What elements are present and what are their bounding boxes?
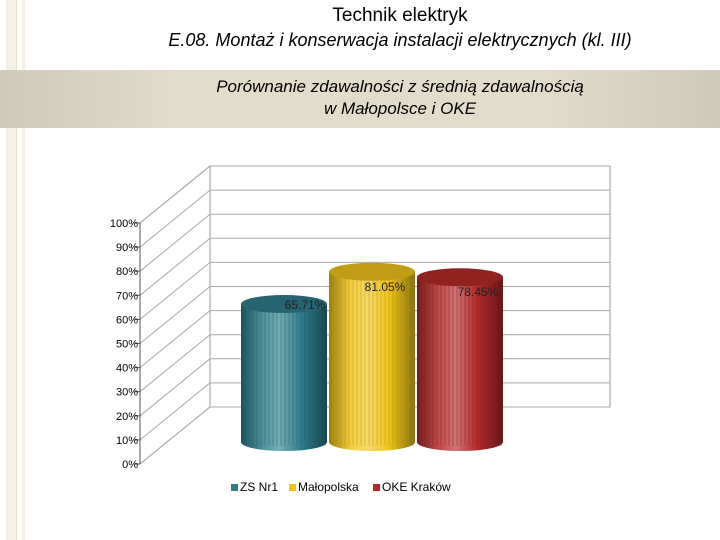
y-tick-label: 90% bbox=[116, 242, 138, 254]
y-tick-label: 50% bbox=[116, 339, 138, 351]
bar-top bbox=[417, 268, 503, 287]
chart-title-line-2: w Małopolsce i OKE bbox=[323, 99, 477, 118]
y-tick-label: 30% bbox=[116, 387, 138, 399]
gridline bbox=[139, 165, 610, 224]
gridline bbox=[139, 261, 610, 320]
data-label: 65.71% bbox=[285, 298, 326, 312]
decorative-left-line bbox=[22, 0, 25, 540]
legend-swatch bbox=[373, 484, 380, 491]
bar-top bbox=[329, 262, 415, 281]
slide-header: Technik elektryk E.08. Montaż i konserwa… bbox=[0, 4, 720, 52]
y-tick-label: 100% bbox=[110, 218, 138, 230]
bar-2: 81.05% bbox=[329, 262, 415, 451]
gridline bbox=[139, 213, 610, 272]
y-tick-label: 60% bbox=[116, 314, 138, 326]
y-tick-label: 80% bbox=[116, 266, 138, 278]
legend-label: OKE Kraków bbox=[382, 480, 451, 494]
slide-title: Technik elektryk bbox=[332, 5, 468, 26]
bar-body bbox=[241, 304, 327, 451]
y-tick-label: 20% bbox=[116, 411, 138, 423]
gridline bbox=[139, 189, 610, 248]
decorative-left-stripe bbox=[6, 0, 17, 540]
bar-body bbox=[417, 277, 503, 451]
legend-label: ZS Nr1 bbox=[240, 480, 278, 494]
legend-label: Małopolska bbox=[298, 480, 359, 494]
bar-1: 65.71% bbox=[241, 295, 327, 451]
data-label: 81.05% bbox=[365, 280, 406, 294]
y-tick-label: 70% bbox=[116, 290, 138, 302]
chart-title-band: Porównanie zdawalności z średnią zdawaln… bbox=[0, 70, 720, 128]
slide-subtitle: E.08. Montaż i konserwacja instalacji el… bbox=[168, 30, 632, 50]
gridline bbox=[139, 237, 610, 296]
y-tick-label: 40% bbox=[116, 363, 138, 375]
bar-top bbox=[241, 295, 327, 314]
chart-title-line-1: Porównanie zdawalności z średnią zdawaln… bbox=[216, 77, 584, 96]
legend-swatch bbox=[231, 484, 238, 491]
legend-swatch bbox=[289, 484, 296, 491]
bar-3: 78.45% bbox=[417, 268, 503, 451]
bar-body bbox=[329, 271, 415, 451]
y-tick-label: 0% bbox=[122, 459, 138, 471]
y-tick-label: 10% bbox=[116, 435, 138, 447]
chart-title: Porównanie zdawalności z średnią zdawaln… bbox=[0, 76, 720, 120]
data-label: 78.45% bbox=[458, 285, 499, 299]
